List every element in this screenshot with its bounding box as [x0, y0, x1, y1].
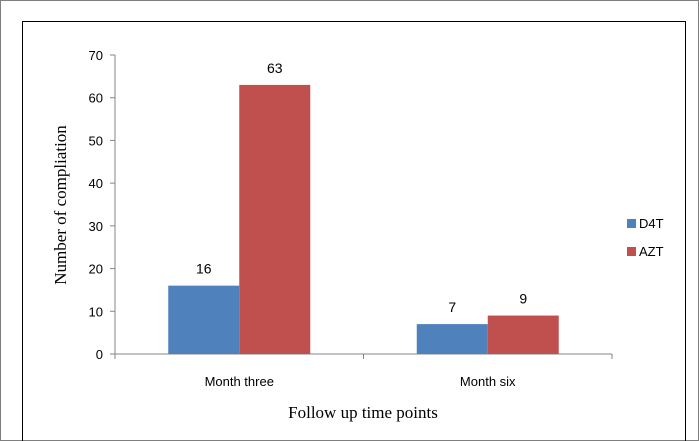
y-axis-title: Number of compliation	[51, 125, 70, 285]
y-tick-label: 40	[89, 176, 103, 191]
y-tick-label: 70	[89, 48, 103, 63]
legend-swatch-azt	[627, 247, 636, 256]
legend-label-d4t: D4T	[639, 216, 664, 231]
y-tick-label: 30	[89, 219, 103, 234]
x-tick-label: Month six	[460, 374, 516, 389]
data-label: 16	[196, 261, 212, 277]
y-tick-label: 20	[89, 262, 103, 277]
x-ticks: Month three Month six	[114, 354, 613, 389]
data-label: 63	[267, 60, 283, 76]
bars	[168, 84, 559, 355]
chart-area-border	[22, 21, 686, 441]
x-tick-label: Month three	[205, 374, 274, 389]
legend-swatch-d4t	[627, 219, 636, 228]
x-axis-title: Follow up time points	[288, 403, 438, 422]
bar-d4t-1	[168, 285, 240, 354]
y-tick-label: 0	[96, 347, 103, 362]
legend-label-azt: AZT	[639, 244, 664, 259]
y-ticks: 0 10 20 30 40 50 60 70	[89, 48, 115, 362]
y-tick-label: 10	[89, 304, 103, 319]
data-labels: 16 63 7 9	[196, 60, 527, 315]
data-label: 7	[448, 299, 456, 315]
bar-azt-2	[487, 315, 559, 354]
y-tick-label: 60	[89, 91, 103, 106]
bar-azt-1	[239, 84, 311, 355]
bar-d4t-2	[416, 324, 488, 354]
data-label: 9	[519, 291, 527, 307]
legend: D4T AZT	[627, 216, 664, 259]
y-tick-label: 50	[89, 133, 103, 148]
